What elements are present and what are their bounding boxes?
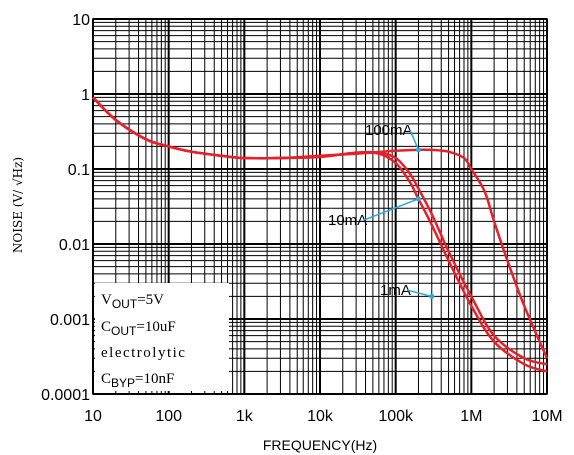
y-tick-label: 0.0001 [41,387,90,404]
x-tick-labels: 10 100 1k 10k 100k 1M 10M [84,408,562,425]
annotation-label-1mA: 1mA [380,282,411,299]
series-line-1mA [92,96,548,366]
annotation-label-100mA: 100mA [365,122,413,139]
series-lines [92,96,549,373]
plot-frame [92,18,548,395]
annotation-arrow [409,129,420,151]
y-tick-label: 0.01 [59,237,90,254]
x-tick-label: 10 [84,408,102,425]
x-tick-label: 1M [460,408,482,425]
conditions-line: COUT=10uF [101,319,176,338]
annotations: 100mA 10mA 1mA [328,122,435,299]
y-tick-label: 0.1 [68,162,90,179]
conditions-box: VOUT=5V COUT=10uF electrolytic CBYP=10nF [95,283,229,391]
x-tick-label: 10M [531,408,562,425]
x-tick-label: 10k [307,408,334,425]
y-tick-label: 10 [72,12,90,29]
annotation-arrow [363,198,419,221]
conditions-box-bg [95,283,229,391]
x-tick-label: 1k [236,408,254,425]
conditions-line: electrolytic [101,345,186,361]
y-axis-label: NOISE (V/ √Hz) [11,157,25,253]
annotation-arrow-head [415,196,421,202]
x-axis-label: FREQUENCY(Hz) [263,437,377,453]
x-tick-label: 100 [155,408,182,425]
annotation-arrow-head [415,147,421,153]
y-tick-label: 1 [81,87,90,104]
y-tick-labels: 0.0001 0.001 0.01 0.1 1 10 [41,12,90,404]
y-tick-label: 0.001 [50,312,90,329]
x-tick-label: 100k [378,408,414,425]
conditions-line: CBYP=10nF [101,371,174,390]
annotation-arrow [406,289,432,298]
annotation-label-10mA: 10mA [328,212,367,229]
conditions-line: VOUT=5V [101,292,164,311]
annotation-arrow-head [429,293,435,299]
